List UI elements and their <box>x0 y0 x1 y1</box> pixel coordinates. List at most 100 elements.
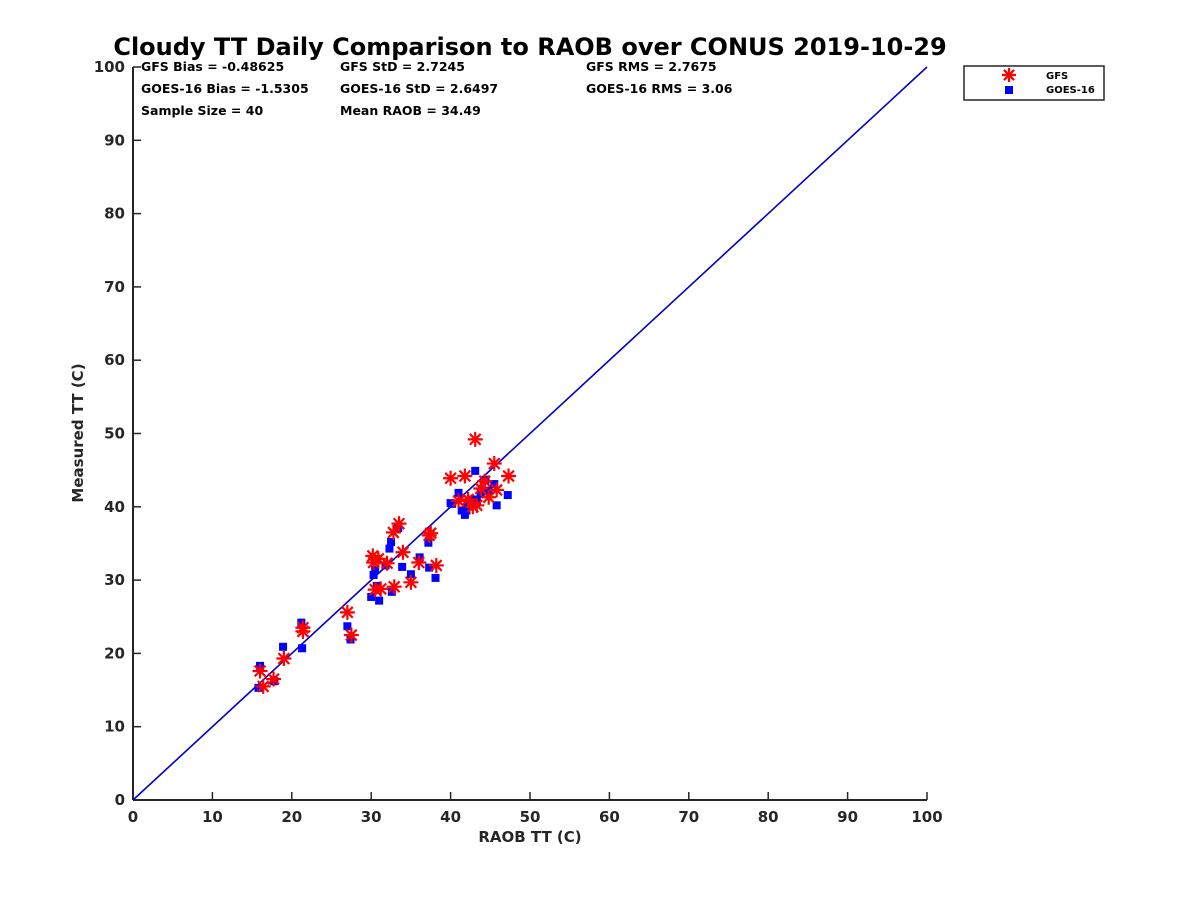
x-tick-label: 30 <box>361 808 382 826</box>
gfs-point <box>467 431 483 447</box>
legend-gfs-marker <box>1002 68 1016 82</box>
gfs-point <box>460 491 476 507</box>
goes16-point <box>279 642 288 651</box>
legend-box <box>963 65 1105 101</box>
gfs-point <box>428 557 444 573</box>
goes16-point <box>343 622 352 631</box>
goes16-point <box>425 563 434 572</box>
x-tick-label: 60 <box>599 808 620 826</box>
x-tick-label: 20 <box>281 808 302 826</box>
goes16-point <box>471 466 480 475</box>
one-to-one-line <box>132 66 928 801</box>
x-tick-label: 0 <box>128 808 138 826</box>
gfs-point <box>386 579 402 595</box>
x-tick-label: 10 <box>202 808 223 826</box>
gfs-point <box>411 555 427 571</box>
gfs-point <box>370 551 386 567</box>
goes16-point <box>375 596 384 605</box>
gfs-point <box>486 456 502 472</box>
x-tick-label: 70 <box>678 808 699 826</box>
gfs-point <box>481 489 497 505</box>
gfs-point <box>423 525 439 541</box>
goes16-point <box>298 644 307 653</box>
gfs-point <box>395 544 411 560</box>
goes16-point <box>387 537 396 546</box>
goes16-point <box>385 544 394 553</box>
gfs-point <box>385 524 401 540</box>
x-tick-label: 90 <box>837 808 858 826</box>
stat-gfs-bias: GFS Bias = -0.48625 <box>141 59 284 74</box>
gfs-point <box>391 516 407 532</box>
gfs-point <box>373 581 389 597</box>
gfs-point <box>477 473 493 489</box>
y-tick-label: 20 <box>104 644 125 662</box>
points-layer <box>252 431 517 694</box>
y-tick-label: 0 <box>115 791 125 809</box>
goes16-point <box>371 565 380 574</box>
legend: GFS GOES-16 <box>963 65 1105 101</box>
gfs-point <box>379 555 395 571</box>
gfs-point <box>451 493 467 509</box>
legend-gfs-label: GFS <box>1046 71 1068 82</box>
goes16-point <box>297 618 306 627</box>
goes16-point <box>462 506 471 515</box>
stat-mean-raob: Mean RAOB = 34.49 <box>340 103 481 118</box>
y-tick-label: 80 <box>104 205 125 223</box>
x-tick-label: 40 <box>440 808 461 826</box>
gfs-point <box>469 497 485 513</box>
gfs-point <box>339 604 355 620</box>
gfs-point <box>457 468 473 484</box>
goes16-point <box>406 570 415 579</box>
axes: 0 10 20 30 40 50 60 70 80 90 100 0 10 20 30 40 50 60 70 80 9… <box>94 58 943 826</box>
goes16-point <box>448 499 457 508</box>
stats-block: GFS Bias = -0.48625 GFS StD = 2.7245 GFS… <box>141 59 733 118</box>
gfs-point <box>276 651 292 667</box>
x-tick-label: 80 <box>758 808 779 826</box>
gfs-point <box>343 627 359 643</box>
y-tick-label: 30 <box>104 571 125 589</box>
y-axis-label: Measured TT (C) <box>69 363 87 502</box>
stat-sample-size: Sample Size = 40 <box>141 103 263 118</box>
gfs-point <box>295 623 311 639</box>
x-axis-label: RAOB TT (C) <box>478 828 581 846</box>
goes16-point <box>367 592 376 601</box>
y-tick-label: 100 <box>94 58 125 76</box>
stat-gfs-rms: GFS RMS = 2.7675 <box>586 59 717 74</box>
legend-goes-square <box>1005 86 1013 94</box>
y-tick-label: 60 <box>104 351 125 369</box>
y-tick-label: 40 <box>104 498 125 516</box>
legend-goes-label: GOES-16 <box>1046 85 1095 96</box>
goes16-point <box>457 506 466 515</box>
goes16-point <box>460 510 469 519</box>
gfs-point <box>403 574 419 590</box>
goes16-point <box>492 501 501 510</box>
y-tick-label: 90 <box>104 131 125 149</box>
stat-goes-rms: GOES-16 RMS = 3.06 <box>586 81 733 96</box>
chart-title: Cloudy TT Daily Comparison to RAOB over … <box>113 33 946 61</box>
y-tick-label: 50 <box>104 425 125 443</box>
gfs-point <box>255 678 271 694</box>
x-tick-label: 50 <box>520 808 541 826</box>
stat-gfs-std: GFS StD = 2.7245 <box>340 59 465 74</box>
y-tick-label: 10 <box>104 718 125 736</box>
gfs-point <box>489 482 505 498</box>
goes16-point <box>369 570 378 579</box>
goes16-point <box>398 562 407 571</box>
y-tick-label: 70 <box>104 278 125 296</box>
goes16-point <box>454 488 463 497</box>
legend-gfs-asterisk <box>1002 68 1016 82</box>
reference-line-layer <box>132 66 928 801</box>
goes16-point <box>490 480 499 489</box>
x-tick-label: 100 <box>911 808 942 826</box>
gfs-point <box>252 663 268 679</box>
goes16-point <box>503 491 512 500</box>
gfs-point <box>443 470 459 486</box>
goes16-point <box>387 587 396 596</box>
gfs-point <box>473 480 489 496</box>
legend-goes-marker <box>1005 86 1013 94</box>
stat-goes-std: GOES-16 StD = 2.6497 <box>340 81 498 96</box>
gfs-point <box>266 671 282 687</box>
gfs-point <box>501 468 517 484</box>
goes16-point <box>431 573 440 582</box>
